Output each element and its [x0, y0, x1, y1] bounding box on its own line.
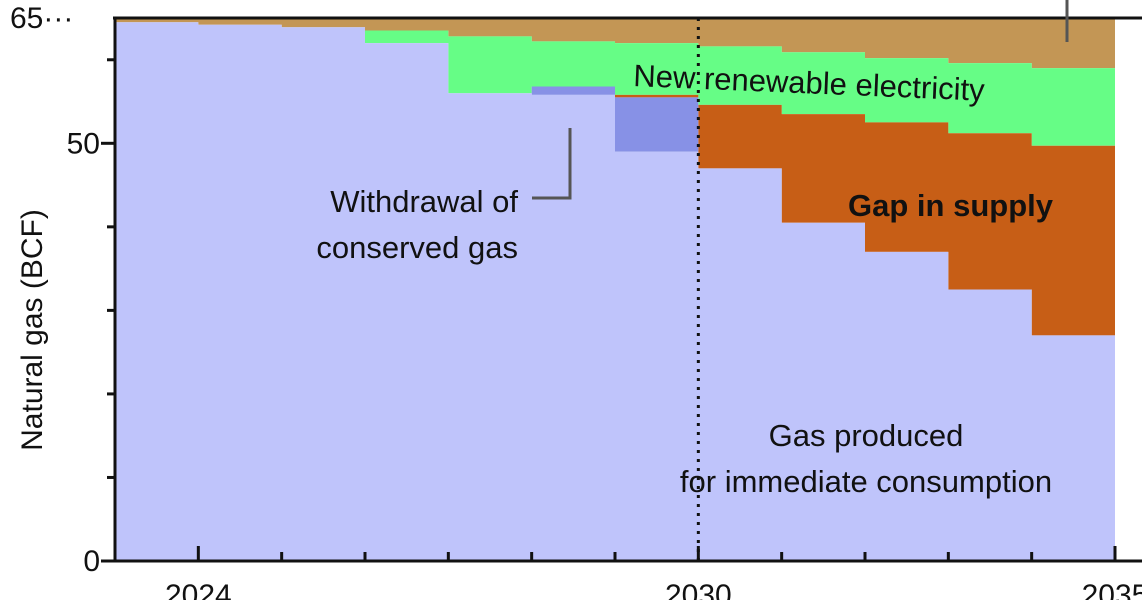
- x-tick-label: 2024: [165, 579, 232, 600]
- y-tick-label: 0: [83, 545, 100, 578]
- annotation-produced-line2: for immediate consumption: [680, 464, 1052, 499]
- area-withdrawal: [115, 22, 1115, 382]
- area-produced: [115, 22, 1115, 561]
- y-top-label: 65···: [10, 2, 73, 35]
- withdrawal-leader-line: [532, 128, 572, 200]
- annotation-withdrawal-line2: conserved gas: [316, 230, 518, 265]
- y-axis-label: Natural gas (BCF): [16, 209, 49, 451]
- axes: [101, 16, 1142, 563]
- y-tick-label: 50: [67, 127, 100, 160]
- x-tick-label: 2035: [1082, 579, 1142, 600]
- annotation-produced-line1: Gas produced: [769, 418, 964, 453]
- area-gap: [115, 22, 1115, 382]
- annotation-withdrawal-line1: Withdrawal of: [330, 184, 518, 219]
- area-layers: [115, 18, 1115, 561]
- tick-labels: 0 50 65··· 2024 2030 2035: [10, 2, 1142, 600]
- annotation-gap: Gap in supply: [848, 188, 1054, 223]
- x-tick-label: 2030: [665, 579, 732, 600]
